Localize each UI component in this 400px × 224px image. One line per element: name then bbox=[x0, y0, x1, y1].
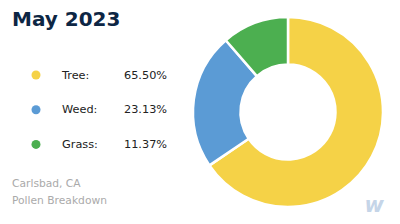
legend-label: Grass: bbox=[62, 138, 98, 151]
slices bbox=[193, 17, 383, 207]
legend-swatch bbox=[32, 71, 41, 80]
legend-entry: Tree: 65.50% bbox=[32, 69, 168, 82]
legend-swatch bbox=[32, 105, 41, 114]
legend-value: 65.50% bbox=[124, 69, 167, 82]
watermark: w bbox=[365, 193, 385, 217]
subtitle-line: Pollen Breakdown bbox=[12, 194, 107, 207]
legend-label: Tree: bbox=[61, 69, 89, 82]
title: May 2023 bbox=[12, 7, 120, 31]
legend-value: 23.13% bbox=[124, 103, 167, 116]
subtitle-line: Carlsbad, CA bbox=[12, 177, 81, 190]
legend: Tree: 65.50% Weed: 23.13% Grass: 11.37% bbox=[32, 69, 168, 151]
slice bbox=[226, 17, 288, 76]
legend-entry: Grass: 11.37% bbox=[32, 138, 168, 151]
subtitle: Carlsbad, CA Pollen Breakdown bbox=[12, 177, 107, 207]
legend-entry: Weed: 23.13% bbox=[32, 103, 168, 116]
legend-swatch bbox=[32, 140, 41, 149]
legend-label: Weed: bbox=[62, 103, 97, 116]
chart: May 2023 Tree: 65.50% Weed: 23.13% Grass: 11.3… bbox=[0, 0, 400, 224]
legend-value: 11.37% bbox=[124, 138, 167, 151]
